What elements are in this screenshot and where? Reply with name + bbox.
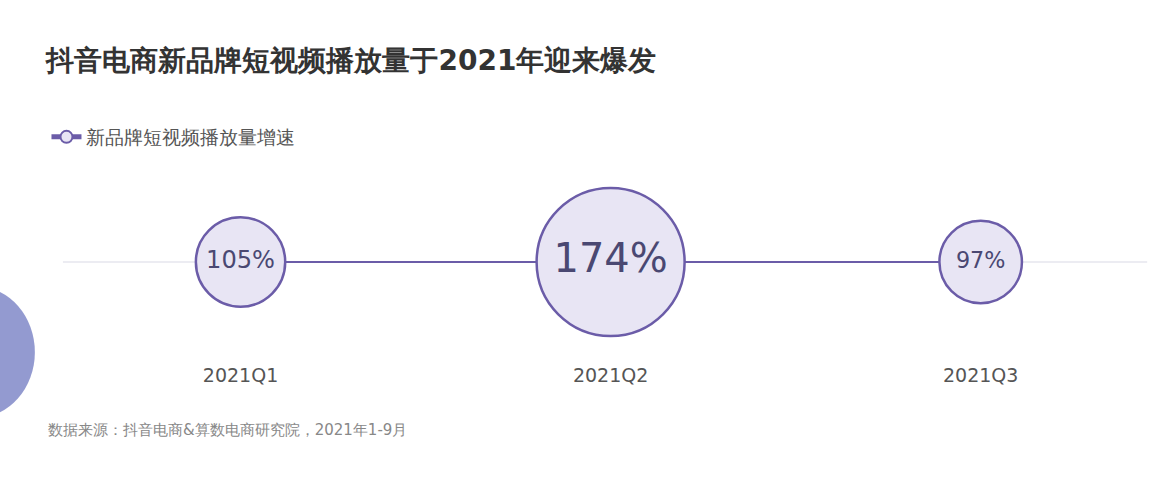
svg-text:105%: 105% [206, 246, 275, 274]
svg-text:2021Q2: 2021Q2 [573, 364, 648, 386]
svg-text:新品牌短视频播放量增速: 新品牌短视频播放量增速 [86, 126, 295, 148]
svg-text:174%: 174% [553, 235, 667, 281]
svg-text:数据来源：抖音电商&算数电商研究院，2021年1-9月: 数据来源：抖音电商&算数电商研究院，2021年1-9月 [48, 421, 407, 439]
svg-text:2021Q1: 2021Q1 [203, 364, 278, 386]
svg-text:97%: 97% [956, 247, 1006, 273]
svg-text:2021Q3: 2021Q3 [943, 364, 1018, 386]
svg-text:抖音电商新品牌短视频播放量于2021年迎来爆发: 抖音电商新品牌短视频播放量于2021年迎来爆发 [45, 44, 656, 77]
